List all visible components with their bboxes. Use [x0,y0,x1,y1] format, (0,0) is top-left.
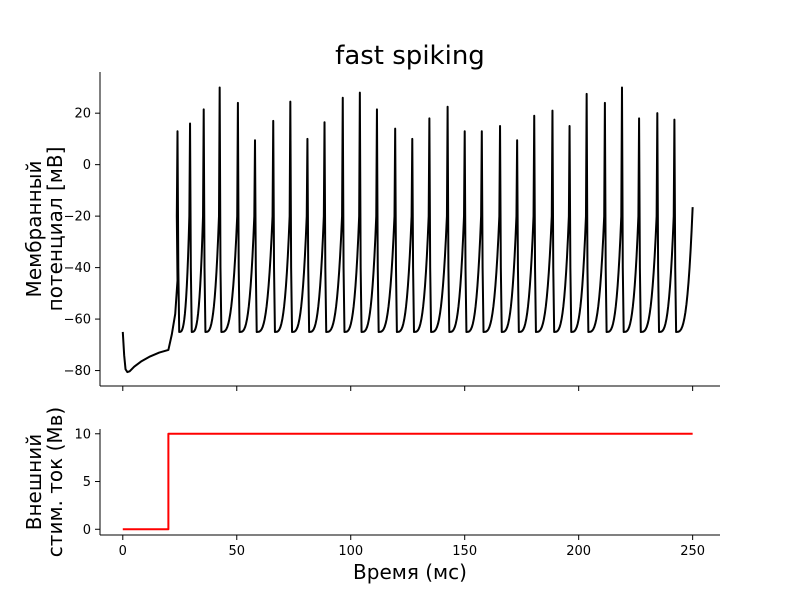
y-axis-label: Внешнийстим. ток (Мв) [22,407,67,557]
y-tick-label: 0 [83,523,91,538]
x-tick-label: 150 [452,544,477,559]
y-axis-label: Мембранныйпотенциал [мВ] [22,147,67,312]
top-plot-membrane-potential: −80 −60 −40 −20 0 20 Мембранныйпотенциал [мВ] [22,72,720,391]
series-line [121,86,694,374]
y-tick-label: −60 [64,313,91,328]
y-tick-label: 10 [74,427,91,442]
y-tick-label: −20 [64,210,91,225]
chart-title: fast spiking [335,41,485,71]
y-tick-label: 20 [74,107,91,122]
x-tick-label: 200 [566,544,591,559]
x-tick-label: 250 [680,544,705,559]
y-tick-label: −80 [64,364,91,379]
x-tick-label: 50 [228,544,245,559]
y-tick-label: −40 [64,261,91,276]
x-tick-label: 100 [338,544,363,559]
series-line [122,432,693,531]
y-tick-label: 0 [83,158,91,173]
y-tick-label: 5 [83,475,91,490]
x-tick-label: 0 [119,544,127,559]
x-axis-label: Время (мс) [353,560,467,584]
